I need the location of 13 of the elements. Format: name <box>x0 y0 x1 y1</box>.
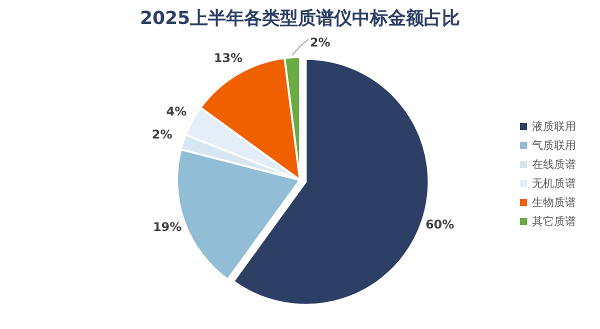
data-label: 2% <box>310 36 330 50</box>
legend-label: 气质联用 <box>532 139 576 152</box>
legend-label: 无机质谱 <box>532 177 576 190</box>
legend-label: 其它质谱 <box>532 215 576 228</box>
legend-label: 在线质谱 <box>532 158 576 172</box>
legend-label: 生物质谱 <box>532 196 576 210</box>
chart-title: 2025上半年各类型质谱仪中标金额占比 <box>140 8 460 29</box>
data-label: 19% <box>152 220 182 234</box>
legend-label: 液质联用 <box>532 120 576 134</box>
data-label: 4% <box>166 104 187 118</box>
data-label: 60% <box>425 218 454 232</box>
data-label: 2% <box>152 127 172 142</box>
data-label: 13% <box>214 50 243 65</box>
